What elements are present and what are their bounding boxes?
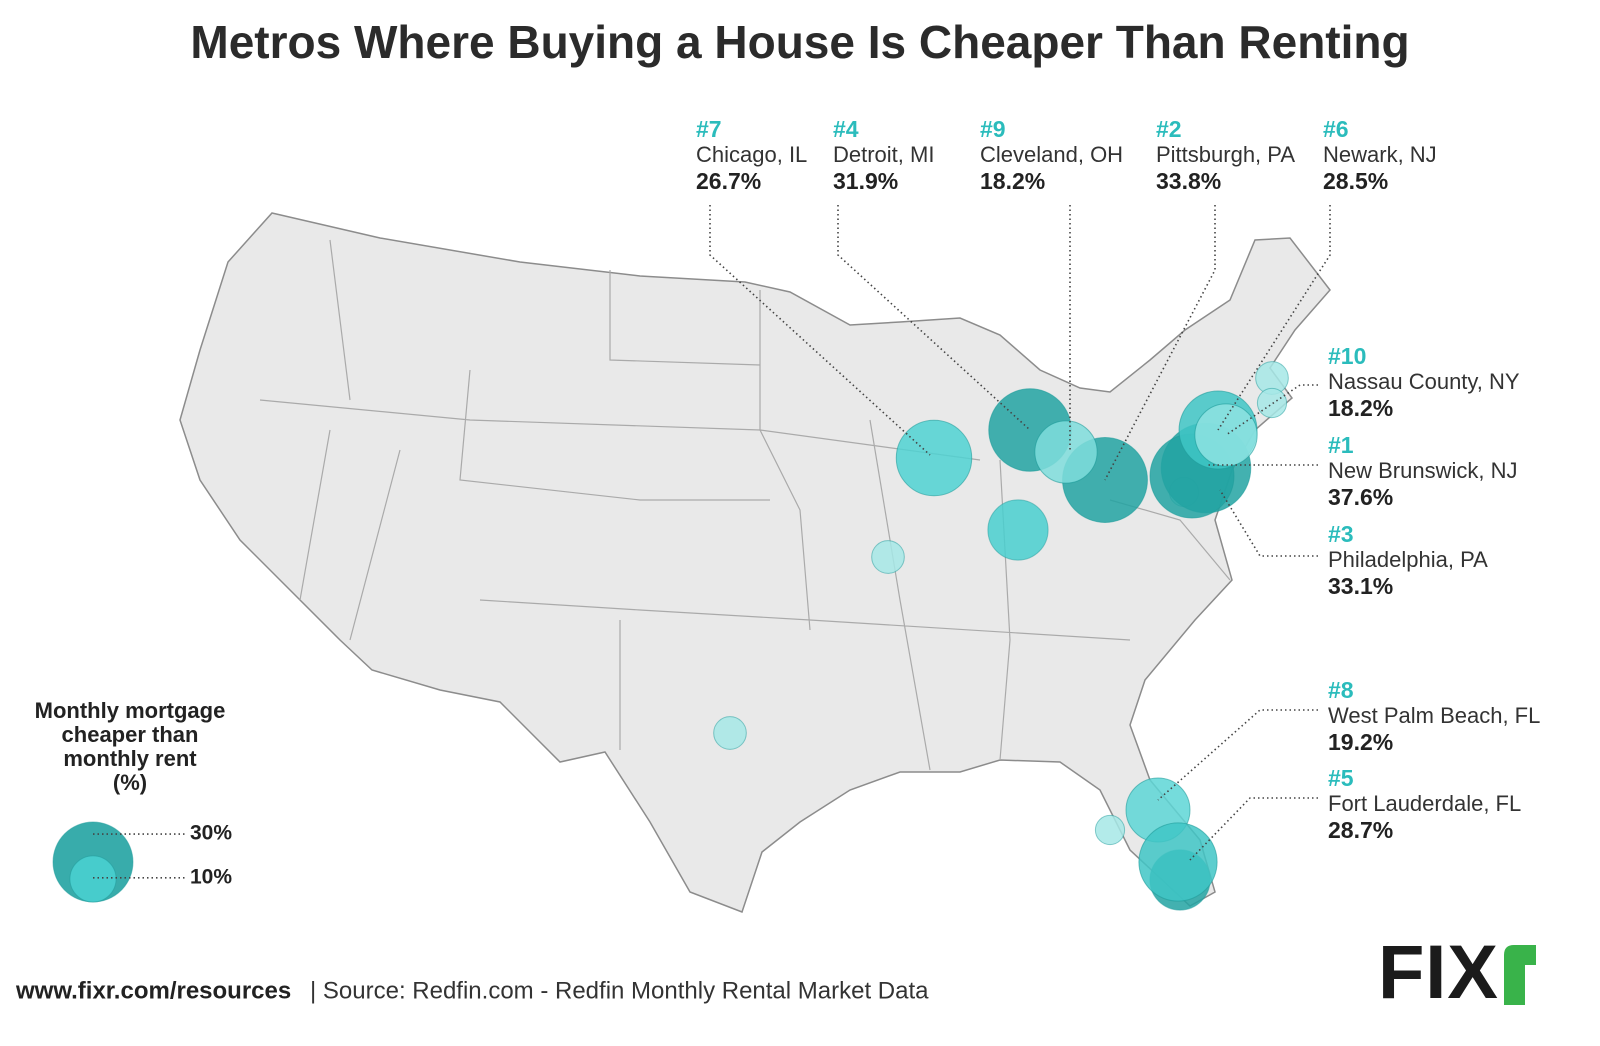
- title: Metros Where Buying a House Is Cheaper T…: [190, 16, 1409, 68]
- metro-rank: #8: [1328, 677, 1354, 703]
- metro-rank: #7: [696, 116, 722, 142]
- state-borders: [259, 239, 1231, 771]
- metro-rank: #2: [1156, 116, 1182, 142]
- logo-mark: [1504, 945, 1536, 1005]
- metro-name: Detroit, MI: [833, 142, 934, 167]
- leader-line: [1157, 709, 1318, 801]
- metro-rank: #5: [1328, 765, 1354, 791]
- legend-title: monthly rent: [63, 746, 197, 771]
- legend-label: 10%: [190, 865, 232, 888]
- legend-title: Monthly mortgage: [35, 698, 226, 723]
- metro-bubble: [871, 540, 905, 574]
- metro-name: New Brunswick, NJ: [1328, 458, 1517, 483]
- metro-bubble: [1194, 403, 1258, 467]
- metro-name: Newark, NJ: [1323, 142, 1437, 167]
- footer-source: | Source: Redfin.com - Redfin Monthly Re…: [310, 977, 929, 1004]
- us-map: [179, 212, 1331, 913]
- leader-line: [1189, 797, 1318, 861]
- metro-name: Pittsburgh, PA: [1156, 142, 1295, 167]
- legend-title: (%): [113, 770, 147, 795]
- metro-bubble: [1034, 420, 1098, 484]
- metro-rank: #3: [1328, 521, 1354, 547]
- metro-name: Chicago, IL: [696, 142, 807, 167]
- metro-bubble: [987, 499, 1049, 561]
- metro-rank: #10: [1328, 343, 1366, 369]
- logo: FIX: [1378, 930, 1498, 1015]
- metro-rank: #9: [980, 116, 1006, 142]
- legend-label: 30%: [190, 822, 232, 845]
- metro-rank: #1: [1328, 432, 1354, 458]
- metro-value: 37.6%: [1328, 484, 1393, 510]
- leader-line: [837, 205, 1031, 431]
- metro-bubble: [713, 716, 747, 750]
- leader-line: [709, 205, 931, 456]
- metro-bubble: [1094, 814, 1126, 846]
- metro-name: Philadelphia, PA: [1328, 547, 1488, 572]
- metro-rank: #6: [1323, 116, 1349, 142]
- legend-bubble: [69, 855, 117, 903]
- metro-name: Fort Lauderdale, FL: [1328, 791, 1521, 816]
- metro-value: 33.1%: [1328, 573, 1393, 599]
- leader-line: [1225, 384, 1318, 436]
- metro-value: 28.7%: [1328, 817, 1393, 843]
- leader-line: [1217, 205, 1331, 431]
- metro-bubble: [1138, 822, 1218, 902]
- metro-name: Cleveland, OH: [980, 142, 1123, 167]
- leader-line: [1219, 489, 1318, 557]
- metro-value: 18.2%: [1328, 395, 1393, 421]
- metro-bubble: [895, 419, 973, 497]
- metro-value: 31.9%: [833, 168, 898, 194]
- metro-value: 26.7%: [696, 168, 761, 194]
- footer-site: www.fixr.com/resources: [15, 977, 291, 1004]
- metro-bubble: [1256, 387, 1288, 419]
- legend-title: cheaper than: [62, 722, 199, 747]
- bubble-layer: [713, 361, 1289, 911]
- metro-rank: #4: [833, 116, 859, 142]
- metro-value: 28.5%: [1323, 168, 1388, 194]
- metro-name: Nassau County, NY: [1328, 369, 1520, 394]
- metro-value: 19.2%: [1328, 729, 1393, 755]
- metro-name: West Palm Beach, FL: [1328, 703, 1540, 728]
- metro-value: 33.8%: [1156, 168, 1221, 194]
- metro-value: 18.2%: [980, 168, 1045, 194]
